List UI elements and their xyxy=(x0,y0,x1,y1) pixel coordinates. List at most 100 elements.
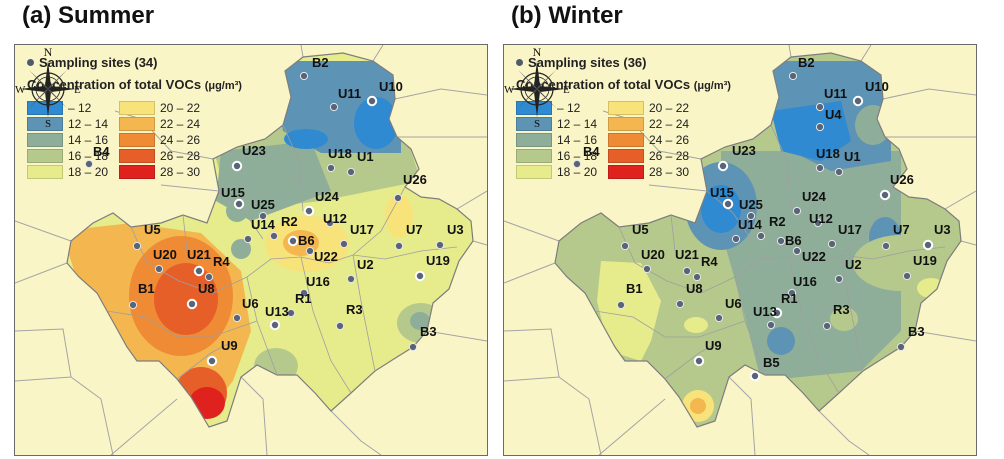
site-marker-u22 xyxy=(792,246,802,256)
legend-grid-summer: – 12 20 – 22 12 – 14 22 – 24 14 – 16 24 … xyxy=(27,101,207,179)
legend-item: 24 – 26 xyxy=(119,133,207,147)
compass-w: W xyxy=(504,84,515,96)
site-dot-icon xyxy=(27,59,34,66)
legend-swatch xyxy=(27,165,63,179)
site-marker-u3 xyxy=(922,239,934,251)
map-canvas-summer: B2 U11 U10 B4 U23 U18 U1 U26 U15 U25 U24 U12 U14 R2B6… xyxy=(15,45,487,455)
site-label-u18: U18 xyxy=(328,146,352,161)
site-label-u12: U12 xyxy=(323,211,347,226)
site-marker-u17 xyxy=(827,239,837,249)
legend-label: 22 – 24 xyxy=(160,117,201,131)
site-label-u10: U10 xyxy=(379,79,403,94)
legend-label: 12 – 14 xyxy=(557,117,598,131)
site-marker-r3 xyxy=(335,321,345,331)
site-label-b1: B1 xyxy=(138,281,155,296)
legend-label: 12 – 14 xyxy=(68,117,109,131)
sites-legend-winter: Sampling sites (36) xyxy=(516,55,646,70)
legend-item: 24 – 26 xyxy=(608,133,696,147)
site-label-u7: U7 xyxy=(406,222,423,237)
site-label-u20: U20 xyxy=(153,247,177,262)
site-marker-u5 xyxy=(132,241,142,251)
site-marker-u24 xyxy=(792,206,802,216)
site-label-b6: B6 xyxy=(298,233,315,248)
legend-item: 20 – 22 xyxy=(119,101,207,115)
legend-title-text: Concentration of total VOCs xyxy=(27,77,202,92)
site-marker-u14 xyxy=(243,234,253,244)
legend-item: 22 – 24 xyxy=(608,117,696,131)
legend-swatch xyxy=(119,165,155,179)
legend-swatch xyxy=(516,149,552,163)
site-label-u24: U24 xyxy=(315,189,340,204)
site-label-u1: U1 xyxy=(357,149,374,164)
legend-swatch xyxy=(516,101,552,115)
legend-unit: (μg/m³) xyxy=(204,80,242,92)
legend-label: 28 – 30 xyxy=(160,165,201,179)
sites-legend-text: Sampling sites (34) xyxy=(39,55,158,70)
site-marker-u26 xyxy=(879,189,891,201)
site-marker-b1 xyxy=(128,300,138,310)
site-label-u15: U15 xyxy=(221,185,245,200)
site-marker-u13 xyxy=(269,319,281,331)
site-label-u21: U21 xyxy=(187,247,211,262)
site-marker-u25 xyxy=(746,211,756,221)
legend-item: 18 – 20 xyxy=(27,165,115,179)
site-label-r3: R3 xyxy=(346,302,363,317)
site-label-u19: U19 xyxy=(426,253,450,268)
site-label-u11: U11 xyxy=(338,86,361,101)
legend-title-summer: Concentration of total VOCs (μg/m³) xyxy=(27,77,242,92)
site-marker-b4 xyxy=(572,159,582,169)
sites-legend-summer: Sampling sites (34) xyxy=(27,55,157,70)
site-marker-u10 xyxy=(366,95,378,107)
site-marker-u16 xyxy=(299,288,309,298)
legend-grid-winter: – 12 20 – 22 12 – 14 22 – 24 14 – 16 24 … xyxy=(516,101,696,179)
site-marker-u3 xyxy=(435,240,445,250)
legend-label: 24 – 26 xyxy=(649,133,690,147)
site-label-u19: U19 xyxy=(913,253,937,268)
site-marker-u23 xyxy=(231,160,243,172)
legend-swatch xyxy=(608,101,644,115)
site-marker-b6 xyxy=(776,236,786,246)
site-marker-u23 xyxy=(717,160,729,172)
site-marker-u9 xyxy=(206,355,218,367)
site-label-b1: B1 xyxy=(626,281,643,296)
site-label-u1: U1 xyxy=(844,149,861,164)
site-label-u16: U16 xyxy=(306,274,330,289)
site-marker-b2 xyxy=(299,71,309,81)
site-marker-u7 xyxy=(394,241,404,251)
legend-label: – 12 xyxy=(557,101,581,115)
legend-item: 26 – 28 xyxy=(608,149,696,163)
site-label-u2: U2 xyxy=(845,257,862,272)
legend-unit: (μg/m³) xyxy=(693,80,731,92)
site-marker-b6 xyxy=(287,235,299,247)
site-marker-u12 xyxy=(813,218,823,228)
site-marker-r4 xyxy=(692,272,702,282)
sites-legend-text: Sampling sites (36) xyxy=(528,55,647,70)
site-marker-u1 xyxy=(346,167,356,177)
site-label-u4: U4 xyxy=(825,107,842,122)
site-label-r1: R1 xyxy=(781,291,798,306)
compass-s: S xyxy=(45,118,51,127)
legend-swatch xyxy=(27,133,63,147)
site-marker-u15 xyxy=(722,198,734,210)
compass-rose-icon: N S W E xyxy=(15,45,81,127)
site-label-u16: U16 xyxy=(793,274,817,289)
site-label-u11: U11 xyxy=(824,86,847,101)
site-marker-u25 xyxy=(258,211,268,221)
site-marker-u24 xyxy=(303,205,315,217)
site-marker-u26 xyxy=(393,193,403,203)
site-label-r3: R3 xyxy=(833,302,850,317)
site-label-u17: U17 xyxy=(838,222,862,237)
site-label-b2: B2 xyxy=(798,55,815,70)
legend-item: 20 – 22 xyxy=(608,101,696,115)
site-marker-u8 xyxy=(675,299,685,309)
site-label-u21: U21 xyxy=(675,247,699,262)
site-label-u26: U26 xyxy=(403,172,427,187)
site-marker-u6 xyxy=(232,313,242,323)
site-marker-u4 xyxy=(815,122,825,132)
legend-swatch xyxy=(608,133,644,147)
site-marker-u11 xyxy=(329,102,339,112)
legend-label: 22 – 24 xyxy=(649,117,690,131)
compass-rose-icon: N S W E xyxy=(504,45,570,127)
site-marker-r1 xyxy=(771,307,783,319)
legend-swatch xyxy=(119,149,155,163)
